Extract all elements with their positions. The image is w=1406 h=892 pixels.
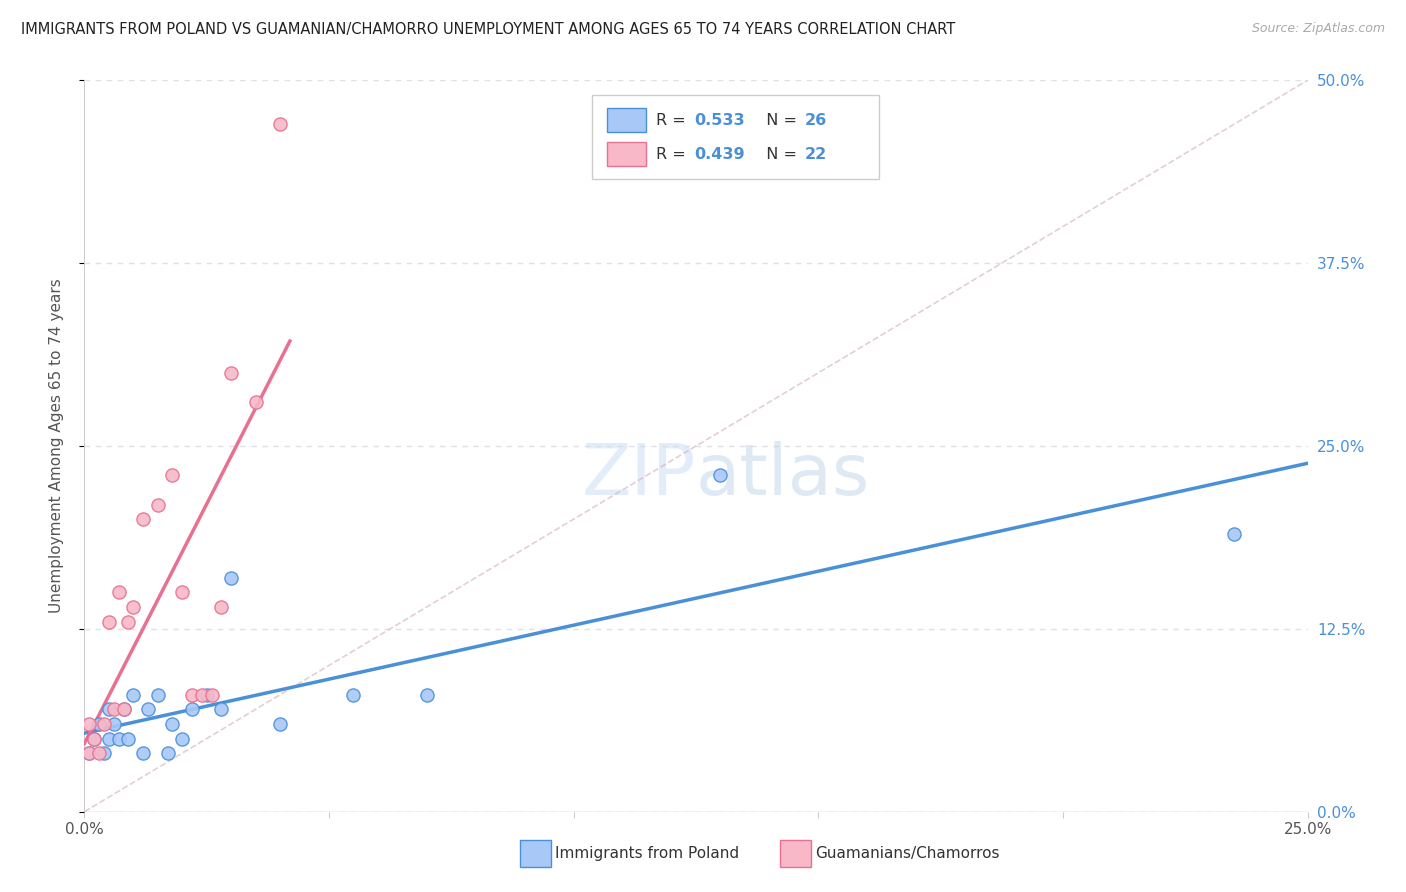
Text: ZIP: ZIP [582, 441, 696, 509]
Point [77, 717, 100, 731]
Point [191, 688, 214, 702]
Text: Source: ZipAtlas.com: Source: ZipAtlas.com [1251, 22, 1385, 36]
Point [269, 117, 291, 131]
Point [112, 702, 135, 716]
Point [97, 731, 120, 746]
Point [83, 731, 105, 746]
Point [172, 585, 194, 599]
Point [103, 717, 125, 731]
Point [83, 731, 105, 746]
Point [162, 717, 184, 731]
Point [172, 731, 194, 746]
Point [209, 599, 232, 614]
Point [107, 585, 129, 599]
Point [117, 615, 139, 629]
Point [103, 702, 125, 716]
Point [245, 395, 267, 409]
Point [87, 746, 110, 760]
Point [146, 498, 169, 512]
Point [122, 599, 145, 614]
Text: N =: N = [756, 146, 801, 161]
Point [219, 571, 242, 585]
Point [122, 688, 145, 702]
Text: 22: 22 [804, 146, 827, 161]
Point [112, 702, 135, 716]
Point [93, 717, 115, 731]
Y-axis label: Unemployment Among Ages 65 to 74 years: Unemployment Among Ages 65 to 74 years [49, 278, 63, 614]
Point [1223, 526, 1246, 541]
FancyBboxPatch shape [606, 142, 645, 166]
Point [269, 717, 291, 731]
Text: R =: R = [655, 113, 690, 128]
Text: R =: R = [655, 146, 690, 161]
Point [97, 615, 120, 629]
Point [162, 468, 184, 483]
Text: 0.533: 0.533 [695, 113, 745, 128]
Point [117, 731, 139, 746]
Point [416, 688, 439, 702]
Point [342, 688, 364, 702]
Text: Guamanians/Chamorros: Guamanians/Chamorros [815, 847, 1000, 861]
Point [87, 717, 110, 731]
Point [200, 688, 222, 702]
Point [146, 688, 169, 702]
Text: 26: 26 [804, 113, 827, 128]
Point [77, 746, 100, 760]
Point [93, 746, 115, 760]
Point [219, 366, 242, 380]
Text: N =: N = [756, 113, 801, 128]
Text: Immigrants from Poland: Immigrants from Poland [555, 847, 740, 861]
FancyBboxPatch shape [606, 108, 645, 132]
Point [107, 731, 129, 746]
Point [77, 746, 100, 760]
Point [156, 746, 179, 760]
Point [209, 702, 232, 716]
Point [132, 512, 155, 526]
Point [97, 702, 120, 716]
Text: atlas: atlas [696, 441, 870, 509]
Text: 0.439: 0.439 [695, 146, 745, 161]
Point [136, 702, 159, 716]
Point [132, 746, 155, 760]
Point [181, 688, 204, 702]
Text: IMMIGRANTS FROM POLAND VS GUAMANIAN/CHAMORRO UNEMPLOYMENT AMONG AGES 65 TO 74 YE: IMMIGRANTS FROM POLAND VS GUAMANIAN/CHAM… [21, 22, 955, 37]
Point [709, 468, 731, 483]
FancyBboxPatch shape [592, 95, 880, 179]
Point [195, 688, 218, 702]
Point [181, 702, 204, 716]
